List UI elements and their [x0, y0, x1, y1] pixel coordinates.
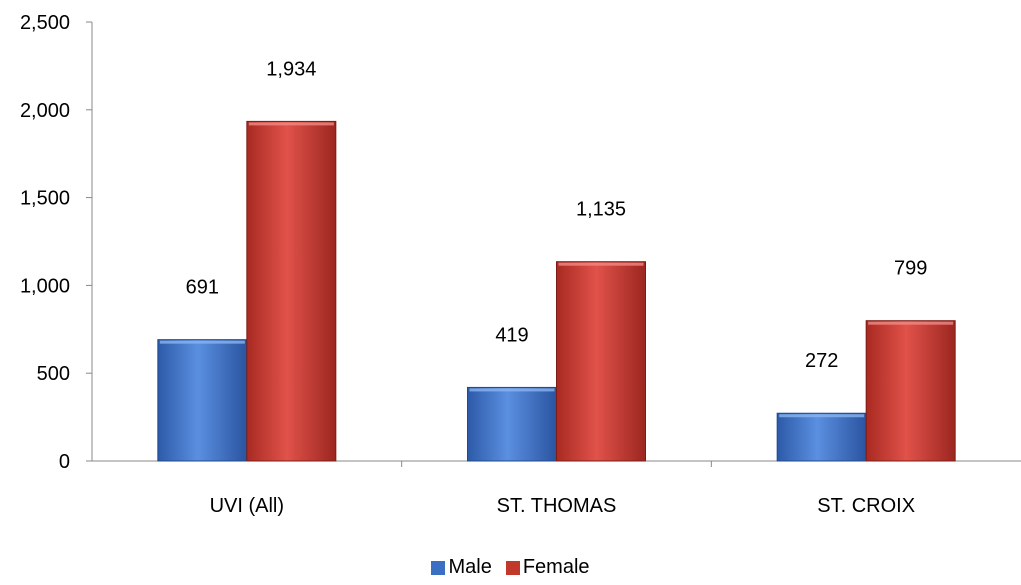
- bar-highlight: [469, 388, 555, 392]
- data-label: 799: [894, 258, 927, 280]
- legend-label-female: Female: [522, 556, 590, 578]
- legend-item-male: Male: [431, 556, 492, 579]
- y-tick-label: 1,000: [20, 275, 70, 297]
- legend-label-male: Male: [448, 556, 492, 578]
- bar-female-2: [865, 320, 956, 462]
- y-tick-label: 500: [37, 363, 70, 385]
- bar-male-2: [776, 412, 867, 462]
- bar-highlight: [159, 340, 245, 344]
- x-tick-label: UVI (All): [210, 495, 284, 517]
- y-tick-label: 1,500: [20, 188, 70, 210]
- legend: Male Female: [0, 556, 1021, 579]
- x-tick-label: ST. CROIX: [817, 495, 915, 517]
- bar-highlight: [558, 262, 644, 266]
- legend-swatch-female: [505, 560, 520, 575]
- bar-female-1: [556, 261, 646, 462]
- data-label: 1,135: [576, 199, 626, 221]
- y-tick-label: 0: [59, 451, 70, 473]
- data-label: 419: [495, 324, 528, 346]
- legend-item-female: Female: [505, 556, 590, 579]
- bar-highlight: [868, 321, 954, 325]
- x-tick-label: ST. THOMAS: [497, 495, 617, 517]
- bar-male-0: [157, 339, 248, 462]
- bar-female-0: [246, 120, 337, 462]
- y-tick-label: 2,000: [20, 100, 70, 122]
- legend-swatch-male: [431, 560, 446, 575]
- data-label: 1,934: [266, 58, 316, 80]
- y-tick-label: 2,500: [20, 12, 70, 34]
- bar-highlight: [779, 414, 865, 418]
- data-label: 272: [805, 350, 838, 372]
- data-label: 691: [186, 277, 219, 299]
- bar-male-1: [467, 386, 557, 462]
- bar-highlight: [248, 122, 334, 126]
